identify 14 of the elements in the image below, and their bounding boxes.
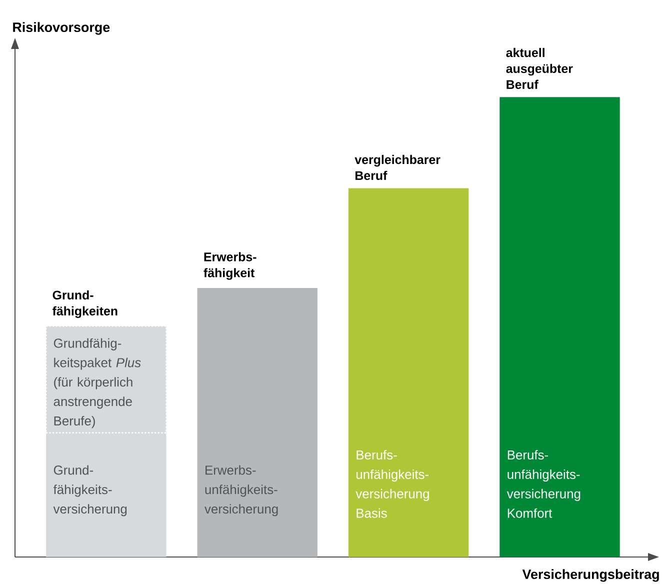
annotation: Berufs-unfähigkeits-versicherung Komfort <box>506 450 580 518</box>
y-axis-title: Risikovorsorge <box>13 22 110 35</box>
annotation: Berufs-unfähigkeits-versicherung Basis <box>356 450 429 518</box>
bar <box>348 188 469 557</box>
bar <box>500 97 620 557</box>
annotation: Grund-fähigkeits-versicherung <box>53 465 127 516</box>
x-tick-label: Grund-fähigkeiten <box>52 290 118 318</box>
x-tick-label: aktuell ausgeübter Beruf <box>506 48 573 89</box>
bar <box>197 288 318 557</box>
x-tick-label: vergleichbarer Beruf <box>354 154 440 180</box>
annotation: Erwerbs-unfähigkeits-versicherung <box>204 465 278 516</box>
x-axis-title: Versicherungsbeitrag <box>522 569 659 582</box>
annotation: Grundfähig-keitspaket Plus (für körperlich anstrengende Berufe) <box>54 338 141 428</box>
x-tick-label: Erwerbs-fähigkeit <box>204 252 256 280</box>
